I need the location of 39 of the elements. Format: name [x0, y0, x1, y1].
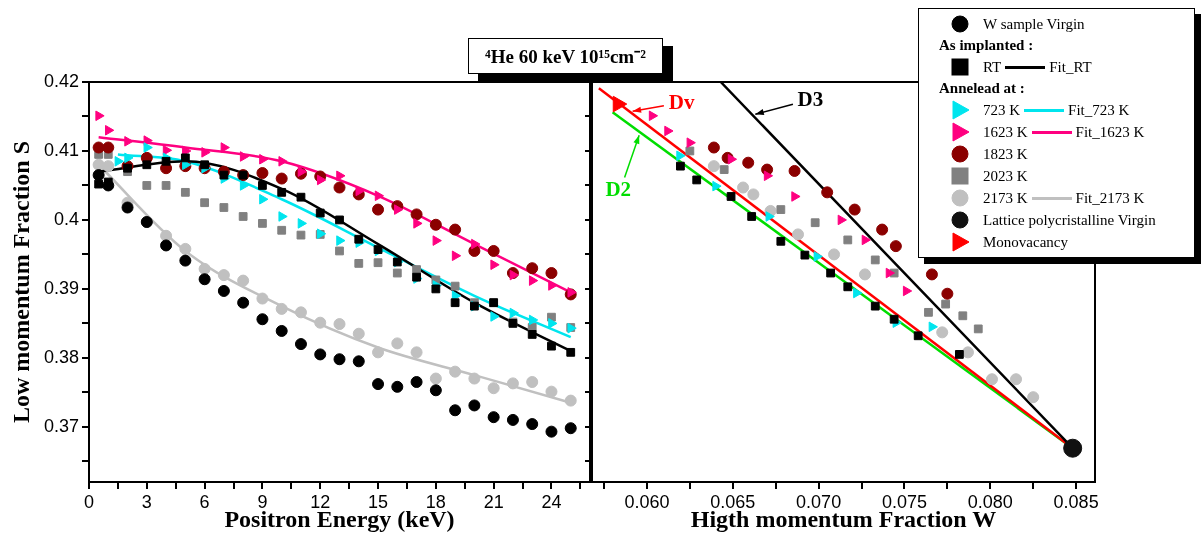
x-tick-label: 18: [425, 491, 446, 512]
y-tick-label: 0.39: [43, 277, 79, 298]
y-tick-label: 0.37: [43, 415, 79, 436]
x-tick-label: 12: [310, 491, 331, 512]
x-tick-label: 0.075: [881, 491, 927, 512]
legend-label: 1823 K: [983, 145, 1028, 163]
x-tick-label: 0.070: [796, 491, 842, 512]
x-tick-label: 0: [83, 491, 95, 512]
legend-label: Fit_RT: [1049, 58, 1092, 76]
y-axis-title: Low momentum Fraction S: [7, 141, 34, 423]
legend-label: Lattice polycristalline Virgin: [983, 211, 1156, 229]
legend-label: Fit_2173 K: [1075, 189, 1145, 207]
x-tick-label: 0.080: [967, 491, 1013, 512]
x-tick-label: 0.060: [624, 491, 670, 512]
x-tick-label: 3: [141, 491, 152, 512]
y-tick-label: 0.42: [43, 70, 79, 91]
legend-label: D3: [797, 87, 824, 112]
y-tick-label: 0.41: [43, 139, 79, 160]
chart-title: ⁴He 60 keV 10¹⁵cm⁻²: [468, 38, 663, 74]
legend-label: 1623 K: [983, 123, 1028, 141]
x-tick-label: 0.085: [1053, 491, 1099, 512]
x-tick-label: 24: [541, 491, 562, 512]
legend-label: RT: [983, 58, 1002, 76]
annotation: Annelead at :: [939, 79, 1026, 98]
x-tick-label: 21: [483, 491, 504, 512]
legend-label: 2173 K: [983, 189, 1028, 207]
x-tick-label: 15: [368, 491, 389, 512]
text: As implanted :: [939, 36, 1035, 55]
legend-label: 2023 K: [983, 167, 1028, 185]
y-tick-label: 0.38: [43, 346, 79, 367]
series-label: D2: [605, 176, 632, 201]
legend-label: Fit_1623 K: [1075, 123, 1145, 141]
legend-label: W sample Virgin: [983, 15, 1085, 33]
legend-label: Dv: [668, 90, 695, 115]
legend-label: 723 K: [983, 101, 1021, 119]
y-tick-label: 0.4: [53, 208, 79, 229]
legend-label: Monovacancy: [983, 233, 1068, 251]
x-tick-label: 6: [199, 491, 210, 512]
legend-label: Fit_723 K: [1068, 101, 1130, 119]
